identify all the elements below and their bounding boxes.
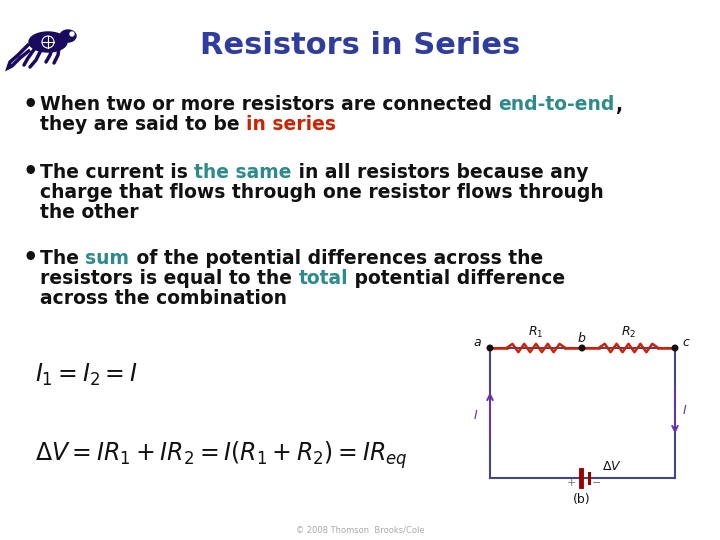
Text: sum: sum <box>86 248 130 267</box>
Text: in all resistors because any: in all resistors because any <box>292 163 588 181</box>
Text: $c$: $c$ <box>682 336 690 349</box>
Text: When two or more resistors are connected: When two or more resistors are connected <box>40 96 498 114</box>
FancyArrowPatch shape <box>487 395 492 439</box>
Text: in series: in series <box>246 116 336 134</box>
Text: +: + <box>567 478 576 488</box>
Text: $I$: $I$ <box>472 409 478 422</box>
Text: $I$: $I$ <box>682 404 688 417</box>
Text: resistors is equal to the: resistors is equal to the <box>40 268 299 287</box>
Text: −: − <box>593 478 602 488</box>
Text: The current is: The current is <box>40 163 194 181</box>
Text: $b$: $b$ <box>577 331 587 345</box>
Text: Resistors in Series: Resistors in Series <box>200 30 520 59</box>
Text: of the potential differences across the: of the potential differences across the <box>130 248 543 267</box>
Text: $\Delta V = IR_1 + IR_2 = I(R_1 + R_2) = IR_{eq}$: $\Delta V = IR_1 + IR_2 = I(R_1 + R_2) =… <box>35 439 408 471</box>
Text: ,: , <box>615 96 622 114</box>
Circle shape <box>70 32 74 36</box>
Ellipse shape <box>60 30 76 42</box>
Text: total: total <box>299 268 348 287</box>
Text: the same: the same <box>194 163 292 181</box>
Text: $a$: $a$ <box>473 336 482 349</box>
Text: across the combination: across the combination <box>40 288 287 307</box>
Text: end-to-end: end-to-end <box>498 96 615 114</box>
Text: $\Delta V$: $\Delta V$ <box>602 460 622 472</box>
Circle shape <box>579 345 585 351</box>
Text: $R_1$: $R_1$ <box>528 325 544 340</box>
Text: $I_1 = I_2 = I$: $I_1 = I_2 = I$ <box>35 362 138 388</box>
Circle shape <box>487 345 492 351</box>
Text: charge that flows through one resistor flows through: charge that flows through one resistor f… <box>40 183 604 201</box>
Text: $R_2$: $R_2$ <box>621 325 636 340</box>
Text: •: • <box>22 160 37 184</box>
Ellipse shape <box>29 32 67 52</box>
Circle shape <box>672 345 678 351</box>
Text: © 2008 Thomson  Brooks/Cole: © 2008 Thomson Brooks/Cole <box>296 525 424 535</box>
Text: the other: the other <box>40 202 139 221</box>
Text: The: The <box>40 248 86 267</box>
FancyArrowPatch shape <box>672 387 678 431</box>
Text: •: • <box>22 246 37 270</box>
Text: potential difference: potential difference <box>348 268 565 287</box>
Text: they are said to be: they are said to be <box>40 116 246 134</box>
Text: •: • <box>22 93 37 117</box>
Text: (b): (b) <box>573 494 591 507</box>
